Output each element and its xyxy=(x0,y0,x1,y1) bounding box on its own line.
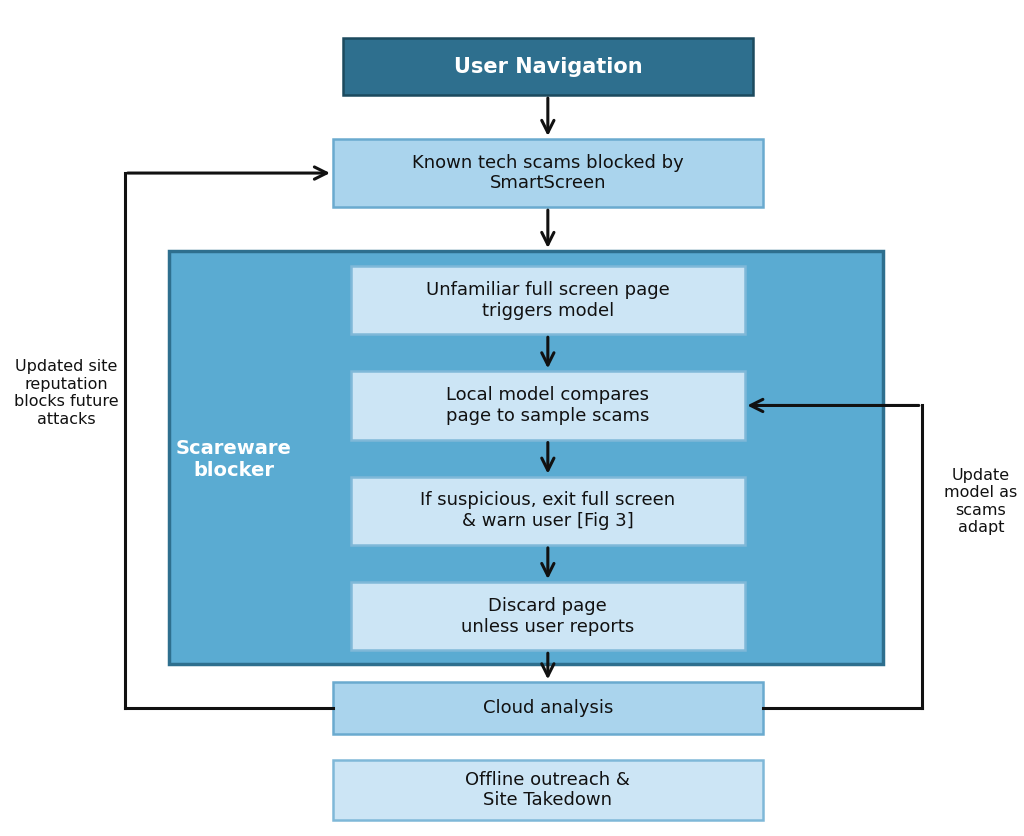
FancyBboxPatch shape xyxy=(169,251,883,664)
Text: Update
model as
scams
adapt: Update model as scams adapt xyxy=(944,468,1018,535)
Text: Offline outreach &
Site Takedown: Offline outreach & Site Takedown xyxy=(465,771,631,809)
Text: Unfamiliar full screen page
triggers model: Unfamiliar full screen page triggers mod… xyxy=(426,281,670,319)
Text: Local model compares
page to sample scams: Local model compares page to sample scam… xyxy=(446,386,649,425)
FancyBboxPatch shape xyxy=(350,582,745,650)
FancyBboxPatch shape xyxy=(350,477,745,545)
Text: Scareware
blocker: Scareware blocker xyxy=(175,439,292,481)
FancyBboxPatch shape xyxy=(333,682,763,734)
Text: Discard page
unless user reports: Discard page unless user reports xyxy=(461,597,635,635)
FancyBboxPatch shape xyxy=(350,266,745,334)
Text: Cloud analysis: Cloud analysis xyxy=(482,699,613,717)
FancyBboxPatch shape xyxy=(333,760,763,820)
Text: Known tech scams blocked by
SmartScreen: Known tech scams blocked by SmartScreen xyxy=(412,154,684,192)
FancyBboxPatch shape xyxy=(343,38,753,95)
FancyBboxPatch shape xyxy=(333,139,763,207)
Text: User Navigation: User Navigation xyxy=(454,57,642,77)
Text: If suspicious, exit full screen
& warn user [Fig 3]: If suspicious, exit full screen & warn u… xyxy=(420,492,676,530)
Text: Updated site
reputation
blocks future
attacks: Updated site reputation blocks future at… xyxy=(14,359,119,426)
FancyBboxPatch shape xyxy=(350,371,745,440)
